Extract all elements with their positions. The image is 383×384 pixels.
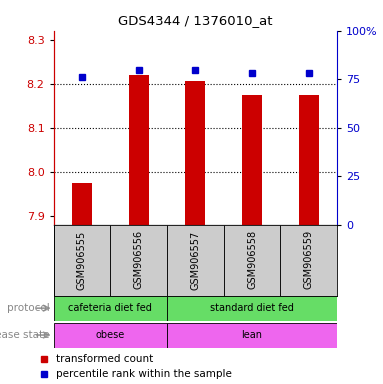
Bar xyxy=(167,225,224,296)
Title: GDS4344 / 1376010_at: GDS4344 / 1376010_at xyxy=(118,14,273,27)
Bar xyxy=(54,225,110,296)
Bar xyxy=(54,323,167,348)
Bar xyxy=(299,94,319,225)
Text: disease state: disease state xyxy=(0,330,50,340)
Text: GSM906557: GSM906557 xyxy=(190,230,200,290)
Bar xyxy=(167,296,337,321)
Text: protocol: protocol xyxy=(7,303,50,313)
Bar xyxy=(224,225,280,296)
Bar xyxy=(185,81,205,225)
Bar xyxy=(110,225,167,296)
Text: GSM906556: GSM906556 xyxy=(134,230,144,290)
Text: GSM906555: GSM906555 xyxy=(77,230,87,290)
Text: percentile rank within the sample: percentile rank within the sample xyxy=(56,369,232,379)
Text: GSM906558: GSM906558 xyxy=(247,230,257,290)
Text: cafeteria diet fed: cafeteria diet fed xyxy=(69,303,152,313)
Bar xyxy=(54,296,167,321)
Text: standard diet fed: standard diet fed xyxy=(210,303,294,313)
Bar xyxy=(280,225,337,296)
Bar xyxy=(167,323,337,348)
Text: lean: lean xyxy=(242,330,262,340)
Bar xyxy=(72,183,92,225)
Text: transformed count: transformed count xyxy=(56,354,153,364)
Bar xyxy=(242,94,262,225)
Bar xyxy=(129,75,149,225)
Text: obese: obese xyxy=(96,330,125,340)
Text: GSM906559: GSM906559 xyxy=(304,230,314,290)
